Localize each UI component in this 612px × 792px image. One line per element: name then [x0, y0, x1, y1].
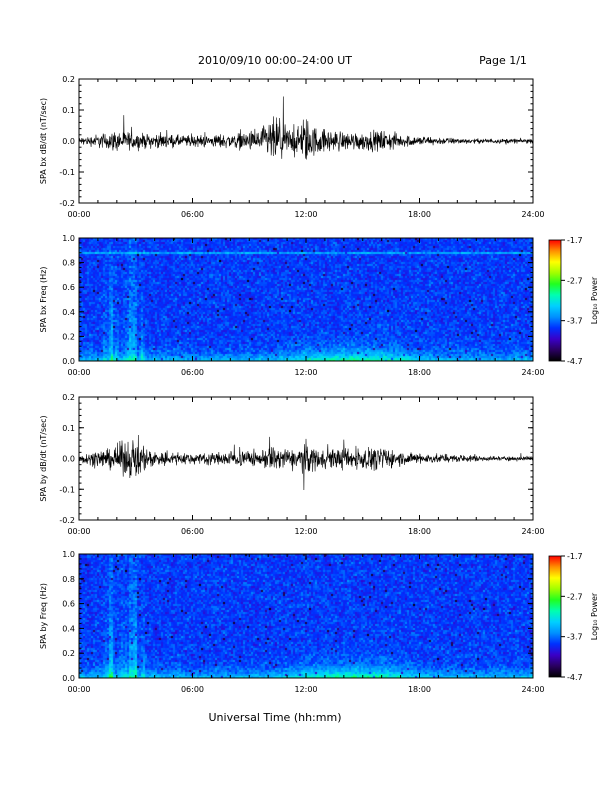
y-tick-label: 0.4	[62, 308, 75, 317]
y-tick-label: 1.0	[62, 550, 75, 559]
colorbar-tick-label: -1.7	[567, 236, 583, 245]
y-tick-label: 0.0	[62, 137, 75, 146]
y-tick-label: 0.2	[62, 332, 75, 341]
panel-by-spectrogram: 00:00 06:00 12:00 18:00 24:00 0.0 0.2 0.4 0.6 0.8…	[39, 550, 545, 694]
page-indicator: Page 1/1	[479, 54, 527, 67]
y-tick-label: -0.1	[59, 168, 75, 177]
x-tick-label: 12:00	[294, 685, 317, 694]
x-tick-label: 12:00	[294, 210, 317, 219]
x-tick-label: 00:00	[67, 210, 90, 219]
x-tick-label: 18:00	[408, 685, 431, 694]
y-tick-label: -0.2	[59, 199, 75, 208]
colorbar-tick-label: -1.7	[567, 552, 583, 561]
colorbar-by: -1.7 -2.7 -3.7 -4.7 Log₁₀ Power	[548, 552, 599, 682]
waveform-trace	[78, 434, 534, 491]
y-tick-label: 0.1	[62, 106, 75, 115]
y-tick-label: -0.1	[59, 485, 75, 494]
colorbar-gradient	[548, 555, 562, 678]
y-tick-label: 0.8	[62, 575, 75, 584]
spectrogram-image	[79, 554, 533, 678]
x-tick-label: 06:00	[181, 210, 204, 219]
colorbar-gradient	[548, 239, 562, 362]
panel-by-waveform: 00:00 06:00 12:00 18:00 24:00 -0.2 -0.1 0.0 0.1 0…	[39, 393, 545, 536]
x-tick-label: 00:00	[67, 368, 90, 377]
colorbar-bx: -1.7 -2.7 -3.7 -4.7 Log₁₀ Power	[548, 236, 599, 366]
y-axis-label: SPA by Freq (Hz)	[39, 583, 48, 649]
x-tick-label: 12:00	[294, 368, 317, 377]
y-tick-label: 0.1	[62, 424, 75, 433]
y-axis-label: SPA by dB/dt (nT/sec)	[39, 415, 48, 501]
colorbar-tick-label: -4.7	[567, 673, 583, 682]
y-tick-label: 0.6	[62, 600, 75, 609]
y-tick-label: 0.2	[62, 393, 75, 402]
x-tick-label: 18:00	[408, 527, 431, 536]
x-tick-label: 24:00	[521, 368, 544, 377]
x-tick-label: 18:00	[408, 210, 431, 219]
x-tick-label: 06:00	[181, 685, 204, 694]
x-tick-label: 24:00	[521, 527, 544, 536]
waveform-trace	[78, 96, 534, 160]
x-tick-label: 06:00	[181, 527, 204, 536]
y-tick-label: 0.2	[62, 75, 75, 84]
colorbar-tick-label: -4.7	[567, 357, 583, 366]
y-tick-label: -0.2	[59, 516, 75, 525]
y-axis-label: SPA bx Freq (Hz)	[39, 267, 48, 333]
x-tick-label: 00:00	[67, 527, 90, 536]
y-axis-label: SPA bx dB/dt (nT/sec)	[39, 98, 48, 184]
y-tick-label: 1.0	[62, 234, 75, 243]
colorbar-tick-label: -3.7	[567, 633, 583, 642]
x-tick-label: 00:00	[67, 685, 90, 694]
spectrogram-image	[79, 238, 533, 361]
x-tick-label: 12:00	[294, 527, 317, 536]
y-tick-label: 0.4	[62, 624, 75, 633]
y-tick-label: 0.0	[62, 455, 75, 464]
y-tick-label: 0.8	[62, 259, 75, 268]
x-tick-label: 18:00	[408, 368, 431, 377]
colorbar-tick-label: -2.7	[567, 592, 583, 601]
y-tick-label: 0.0	[62, 357, 75, 366]
figure-title: 2010/09/10 00:00–24:00 UT	[198, 54, 352, 67]
colorbar-label: Log₁₀ Power	[590, 276, 599, 324]
colorbar-tick-label: -2.7	[567, 276, 583, 285]
panel-bx-spectrogram: 00:00 06:00 12:00 18:00 24:00 0.0 0.2 0.4 0.6 0.8…	[39, 234, 545, 377]
x-tick-label: 24:00	[521, 685, 544, 694]
colorbar-tick-label: -3.7	[567, 317, 583, 326]
x-tick-label: 24:00	[521, 210, 544, 219]
panel-bx-waveform: 00:00 06:00 12:00 18:00 24:00 -0.2 -0.1 0.0 0.1 0…	[39, 75, 545, 219]
colorbar-label: Log₁₀ Power	[590, 592, 599, 640]
y-tick-label: 0.2	[62, 649, 75, 658]
y-tick-label: 0.6	[62, 283, 75, 292]
y-tick-label: 0.0	[62, 674, 75, 683]
x-axis-label: Universal Time (hh:mm)	[209, 711, 342, 724]
x-tick-label: 06:00	[181, 368, 204, 377]
